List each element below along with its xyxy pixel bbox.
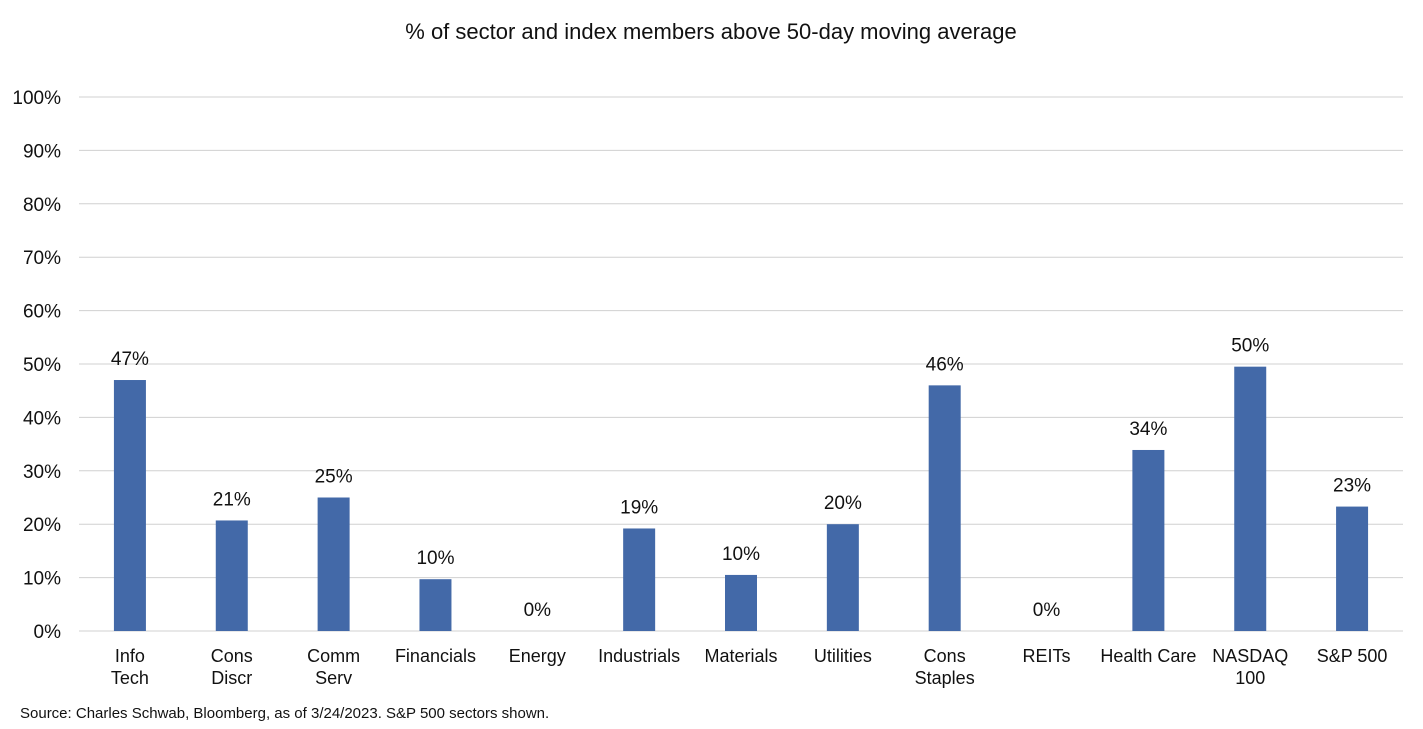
data-label: 19% bbox=[620, 497, 658, 518]
category-label-line: Staples bbox=[915, 668, 975, 688]
category-label: REITs bbox=[1023, 646, 1071, 666]
category-label: Cons Staples bbox=[915, 646, 975, 688]
category-label-line: Cons bbox=[924, 646, 966, 666]
category-label-line: Info bbox=[115, 646, 145, 666]
bar bbox=[725, 574, 757, 631]
category-label: NASDAQ 100 bbox=[1212, 646, 1288, 688]
category-label: Info Tech bbox=[111, 646, 149, 688]
data-label: 0% bbox=[524, 600, 552, 621]
data-label: 34% bbox=[1129, 419, 1167, 440]
y-tick-label: 90% bbox=[23, 141, 61, 162]
category-label-line: Materials bbox=[704, 646, 777, 666]
category-label-line: REITs bbox=[1023, 646, 1071, 666]
data-label: 46% bbox=[926, 354, 964, 375]
category-label-line: Health Care bbox=[1100, 646, 1196, 666]
category-label: Financials bbox=[395, 646, 476, 666]
data-label: 0% bbox=[1033, 600, 1061, 621]
category-label-line: S&P 500 bbox=[1317, 646, 1388, 666]
category-label: Energy bbox=[509, 646, 566, 666]
category-label: Materials bbox=[704, 646, 777, 666]
category-label-line: NASDAQ bbox=[1212, 646, 1288, 666]
y-tick-label: 20% bbox=[23, 515, 61, 536]
gridlines bbox=[79, 96, 1403, 632]
y-tick-label: 0% bbox=[34, 622, 62, 643]
y-tick-label: 80% bbox=[23, 195, 61, 216]
data-label: 20% bbox=[824, 493, 862, 514]
category-label-line: Comm bbox=[307, 646, 360, 666]
bar bbox=[1336, 506, 1369, 631]
bar bbox=[113, 380, 146, 631]
category-label: Cons Discr bbox=[211, 646, 253, 688]
category-label: Industrials bbox=[598, 646, 680, 666]
category-label: Comm Serv bbox=[307, 646, 360, 688]
data-label: 50% bbox=[1231, 336, 1269, 357]
data-label: 47% bbox=[111, 349, 149, 370]
data-label: 10% bbox=[722, 544, 760, 565]
y-tick-label: 50% bbox=[23, 355, 61, 376]
category-label-line: Discr bbox=[211, 668, 252, 688]
y-tick-label: 40% bbox=[23, 408, 61, 429]
source-note: Source: Charles Schwab, Bloomberg, as of… bbox=[20, 705, 549, 722]
bar bbox=[317, 497, 350, 631]
data-label: 23% bbox=[1333, 476, 1371, 497]
category-label: S&P 500 bbox=[1317, 646, 1388, 666]
bar bbox=[1234, 366, 1267, 631]
y-tick-label: 70% bbox=[23, 248, 61, 269]
category-label-line: Serv bbox=[315, 668, 352, 688]
data-labels: 47% 21% 25% 10% 0% 19% 10% 20% 46% 0% 34% 50% 23% bbox=[111, 336, 1371, 621]
category-label-line: Industrials bbox=[598, 646, 680, 666]
bar bbox=[419, 579, 452, 631]
category-label-line: 100 bbox=[1235, 668, 1265, 688]
bar bbox=[1132, 449, 1165, 631]
category-label-line: Cons bbox=[211, 646, 253, 666]
chart-title: % of sector and index members above 50-d… bbox=[405, 19, 1016, 44]
data-label: 25% bbox=[315, 467, 353, 488]
category-label-line: Tech bbox=[111, 668, 149, 688]
category-label: Utilities bbox=[814, 646, 872, 666]
y-tick-label: 30% bbox=[23, 462, 61, 483]
data-label: 10% bbox=[416, 548, 454, 569]
y-tick-label: 10% bbox=[23, 569, 61, 590]
category-label-line: Energy bbox=[509, 646, 566, 666]
bars bbox=[113, 366, 1369, 631]
bar bbox=[623, 528, 656, 631]
category-label-line: Financials bbox=[395, 646, 476, 666]
bar bbox=[928, 385, 961, 631]
category-label: Health Care bbox=[1100, 646, 1196, 666]
y-axis-tick-labels: 0% 10% 20% 30% 40% 50% 60% 70% 80% 90% 100% bbox=[12, 88, 61, 643]
y-tick-label: 100% bbox=[12, 88, 61, 109]
y-tick-label: 60% bbox=[23, 302, 61, 323]
data-label: 21% bbox=[213, 489, 251, 510]
category-label-line: Utilities bbox=[814, 646, 872, 666]
bar bbox=[826, 524, 859, 631]
bar bbox=[215, 520, 248, 631]
